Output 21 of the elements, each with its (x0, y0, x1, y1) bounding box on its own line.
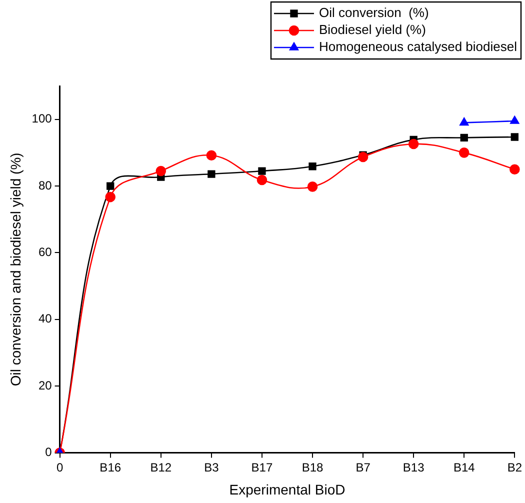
x-tick-label: B12 (150, 460, 172, 474)
y-tick-label: 40 (38, 312, 52, 326)
y-tick-label: 80 (38, 178, 52, 192)
x-tick-label: B7 (356, 460, 371, 474)
x-tick-label: B16 (100, 460, 122, 474)
x-tick-label: B3 (204, 460, 220, 474)
x-axis-title: Experimental BioD (229, 481, 346, 498)
y-tick-label: 60 (38, 245, 52, 260)
y-tick-label: 100 (32, 112, 52, 126)
x-tick-label: B14 (453, 460, 476, 474)
y-tick-label: 20 (38, 378, 52, 392)
x-tick-label: B13 (402, 460, 425, 474)
x-tick-label: B18 (302, 460, 324, 474)
y-axis-title: Oil conversion and biodiesel yield (%) (7, 152, 24, 386)
x-tick-label: 0 (56, 460, 64, 474)
y-tick-label: 0 (45, 445, 52, 460)
x-tick-label: B17 (251, 460, 273, 474)
x-tick-label: B2 (507, 460, 522, 474)
legend-label: Biodiesel yield (%) (318, 22, 426, 38)
legend-label: Oil conversion (%) (318, 5, 429, 20)
legend-label: Homogeneous catalysed biodiesel (318, 39, 518, 54)
